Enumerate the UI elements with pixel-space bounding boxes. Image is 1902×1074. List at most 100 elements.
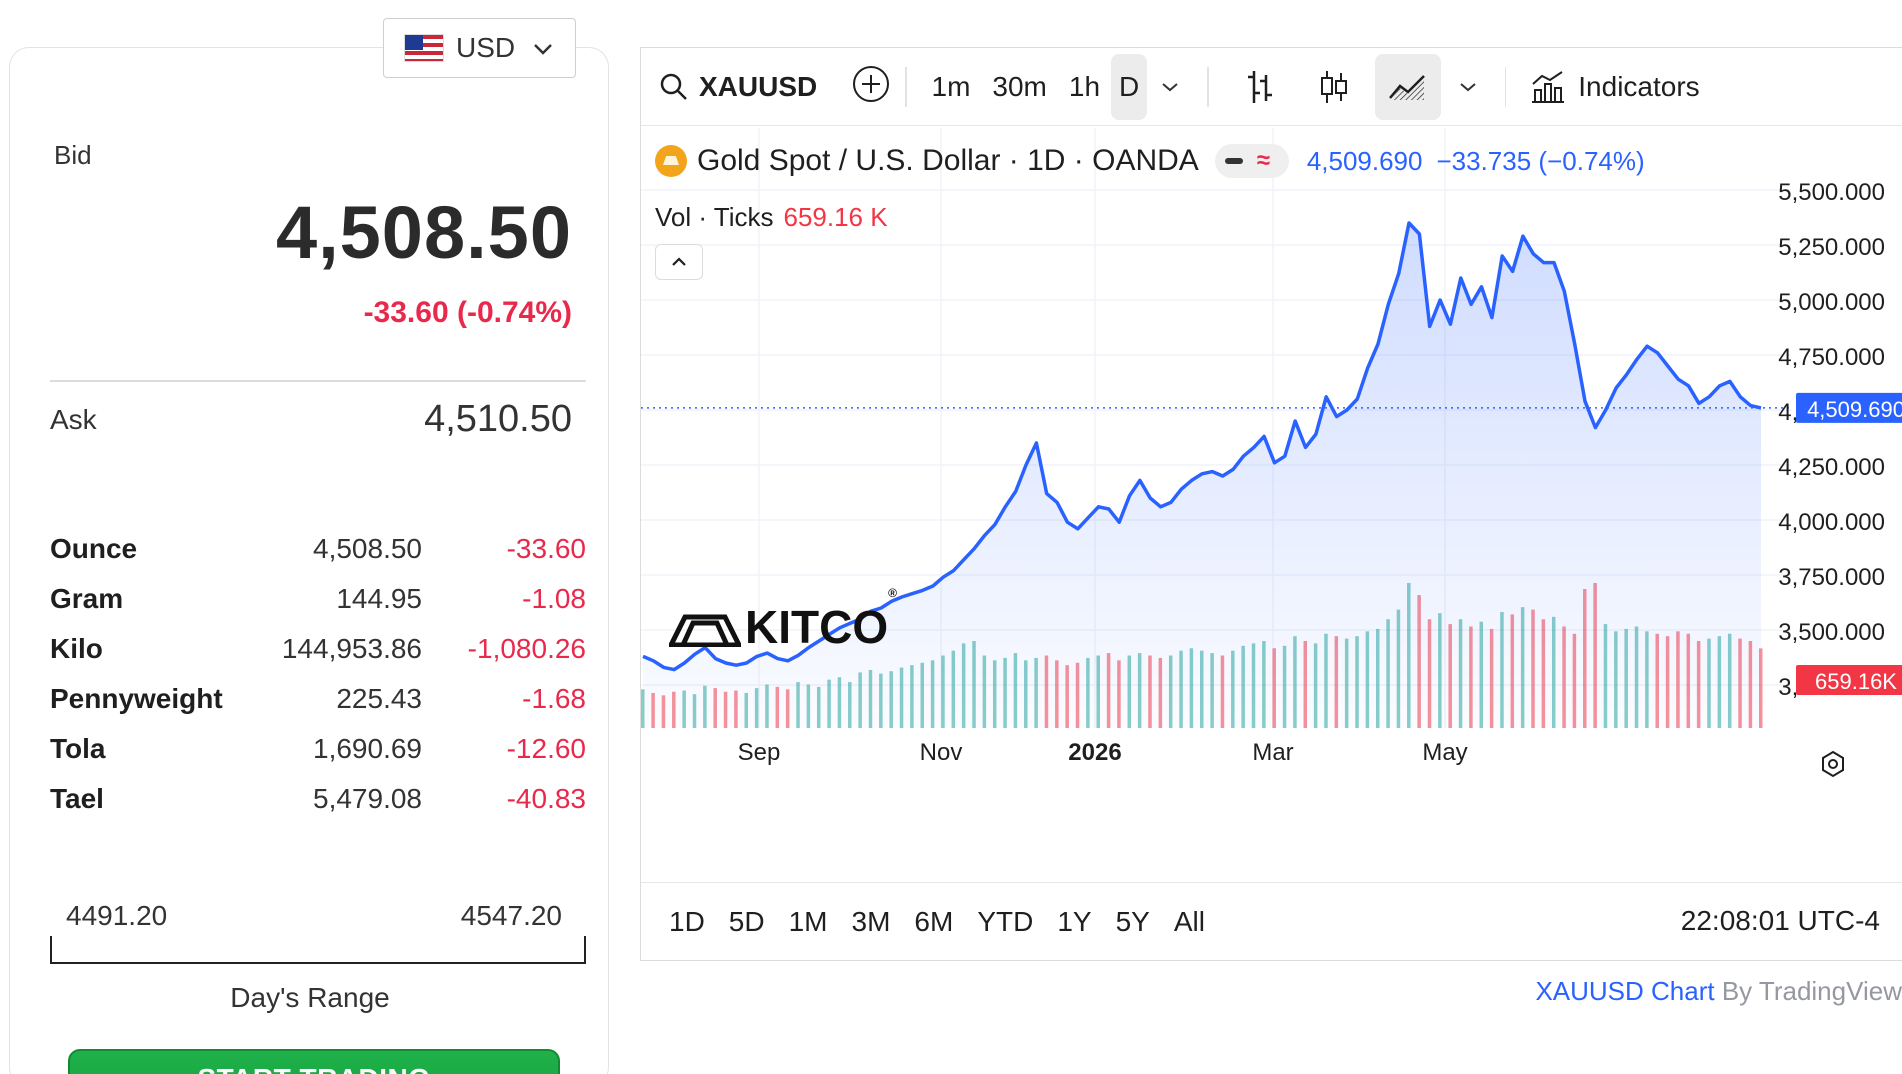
- indicators-label: Indicators: [1578, 70, 1700, 102]
- legend-change: −33.735 (−0.74%): [1436, 145, 1645, 176]
- minus-icon: [1224, 158, 1243, 164]
- x-tick-label: Mar: [1252, 739, 1293, 766]
- unit-price: 1,690.69: [313, 733, 422, 764]
- toolbar-separator: [1207, 66, 1209, 107]
- unit-change: -1.08: [522, 583, 586, 614]
- chart-toolbar: XAUUSD 1m 30m 1h D Indicators: [641, 48, 1902, 126]
- unit-name: Pennyweight: [50, 683, 223, 714]
- range-5y[interactable]: 5Y: [1115, 905, 1150, 937]
- search-icon: [660, 73, 687, 100]
- interval-d[interactable]: D: [1111, 53, 1148, 120]
- unit-row-kilo: Kilo 144,953.86 -1,080.26: [50, 624, 586, 674]
- volume-badge: [1796, 665, 1902, 695]
- chevron-down-icon[interactable]: [1445, 75, 1491, 98]
- unit-change: -33.60: [506, 533, 586, 564]
- days-range-low: 4491.20: [66, 900, 168, 931]
- y-tick-label: 4,250.000: [1778, 454, 1885, 481]
- chart-widget: XAUUSD 1m 30m 1h D Indicators: [640, 47, 1902, 961]
- range-bar: 1D 5D 1M 3M 6M YTD 1Y 5Y All 22:08:01 UT…: [641, 882, 1902, 960]
- attribution-link[interactable]: XAUUSD Chart: [1535, 976, 1715, 1006]
- unit-name: Tael: [50, 783, 104, 814]
- chart-clock[interactable]: 22:08:01 UTC-4: [1680, 905, 1880, 936]
- chevron-down-icon: [533, 35, 553, 61]
- unit-price: 225.43: [336, 683, 422, 714]
- interval-30m[interactable]: 30m: [992, 70, 1047, 102]
- attribution: XAUUSD Chart By TradingView: [1535, 976, 1902, 1007]
- last-price-badge-text: 4,509.690: [1807, 397, 1902, 422]
- unit-change: -1,080.26: [467, 633, 586, 664]
- quote-panel: Bid 4,508.50 -33.60 (-0.74%) Ask 4,510.5…: [9, 47, 609, 1074]
- range-6m[interactable]: 6M: [914, 905, 954, 937]
- unit-price: 5,479.08: [313, 783, 422, 814]
- bid-label: Bid: [54, 140, 92, 170]
- unit-row-gram: Gram 144.95 -1.08: [50, 574, 586, 624]
- symbol-text: XAUUSD: [699, 70, 818, 102]
- chart-legend: Gold Spot / U.S. Dollar · 1D · OANDA ≈ 4…: [655, 144, 1645, 178]
- days-range-bar: [50, 936, 586, 964]
- unit-row-tael: Tael 5,479.08 -40.83: [50, 774, 586, 824]
- unit-name: Ounce: [50, 533, 138, 564]
- range-5d[interactable]: 5D: [728, 905, 765, 937]
- price-line: [642, 221, 1762, 672]
- interval-1m[interactable]: 1m: [931, 70, 971, 102]
- range-1m[interactable]: 1M: [788, 905, 828, 937]
- range-1y[interactable]: 1Y: [1057, 905, 1092, 937]
- gold-icon: [655, 145, 687, 177]
- area-chart-icon[interactable]: [1374, 53, 1441, 120]
- kitco-logo: KITCO®: [669, 586, 897, 654]
- unit-row-ounce: Ounce 4,508.50 -33.60: [50, 524, 586, 574]
- range-ytd[interactable]: YTD: [977, 905, 1034, 937]
- ask-label: Ask: [50, 404, 97, 435]
- unit-price: 144.95: [336, 583, 422, 614]
- candlestick-icon[interactable]: [1301, 54, 1367, 120]
- us-flag-icon: [404, 34, 444, 62]
- volume-legend: Vol · Ticks 659.16 K: [655, 202, 888, 233]
- range-all[interactable]: All: [1173, 905, 1205, 937]
- chevron-up-icon: [672, 257, 686, 266]
- approx-icon: ≈: [1256, 147, 1270, 174]
- toolbar-separator: [1504, 66, 1507, 107]
- bar-chart-icon[interactable]: [1227, 54, 1293, 120]
- indicators-button[interactable]: Indicators: [1530, 70, 1700, 104]
- plus-circle-icon[interactable]: [851, 64, 891, 109]
- toolbar-separator: [905, 66, 907, 107]
- interval-1h[interactable]: 1h: [1068, 70, 1101, 102]
- unit-row-tola: Tola 1,690.69 -12.60: [50, 724, 586, 774]
- legend-toggle[interactable]: ≈: [1214, 144, 1289, 178]
- divider: [50, 380, 586, 382]
- y-tick-label: 5,500.000: [1778, 179, 1885, 206]
- x-tick-label: Nov: [920, 739, 963, 766]
- chevron-down-icon[interactable]: [1147, 75, 1193, 98]
- volume-label: Vol · Ticks: [655, 202, 774, 232]
- legend-title: Gold Spot / U.S. Dollar · 1D · OANDA: [697, 144, 1199, 177]
- attribution-suffix: By TradingView: [1714, 976, 1902, 1006]
- currency-code: USD: [456, 32, 516, 63]
- start-trading-button[interactable]: START TRADING: [68, 1049, 560, 1074]
- volume-value: 659.16 K: [783, 202, 888, 232]
- y-tick-label: 4,750.000: [1778, 344, 1885, 371]
- indicators-icon: [1532, 70, 1565, 103]
- legend-price: 4,509.690: [1306, 145, 1423, 176]
- range-1d[interactable]: 1D: [669, 905, 705, 937]
- unit-name: Tola: [50, 733, 106, 764]
- x-tick-label: 2026: [1068, 739, 1121, 766]
- price-chart[interactable]: Gold Spot / U.S. Dollar · 1D · OANDA ≈ 4…: [641, 128, 1902, 878]
- chart-canvas: 5,500.000 5,250.000 5,000.000 4,750.000 4,50…: [641, 128, 1902, 778]
- volume-bar: [641, 689, 645, 728]
- chart-settings-icon[interactable]: [1822, 750, 1844, 778]
- range-3m[interactable]: 3M: [851, 905, 891, 937]
- y-tick-label: 3,500.000: [1778, 619, 1885, 646]
- currency-select[interactable]: USD: [383, 18, 576, 78]
- collapse-legend-button[interactable]: [655, 244, 703, 280]
- symbol-search[interactable]: XAUUSD: [659, 71, 829, 103]
- y-tick-label: 4,000.000: [1778, 509, 1885, 536]
- unit-name: Gram: [50, 583, 124, 614]
- last-price-badge: [1796, 392, 1902, 423]
- unit-price: 4,508.50: [313, 533, 422, 564]
- unit-row-pennyweight: Pennyweight 225.43 -1.68: [50, 674, 586, 724]
- days-range-high: 4547.20: [460, 900, 562, 931]
- unit-price: 144,953.86: [281, 633, 422, 664]
- x-tick-label: May: [1422, 739, 1467, 766]
- y-tick-label: 5,250.000: [1778, 234, 1885, 261]
- ask-price: 4,510.50: [424, 398, 572, 440]
